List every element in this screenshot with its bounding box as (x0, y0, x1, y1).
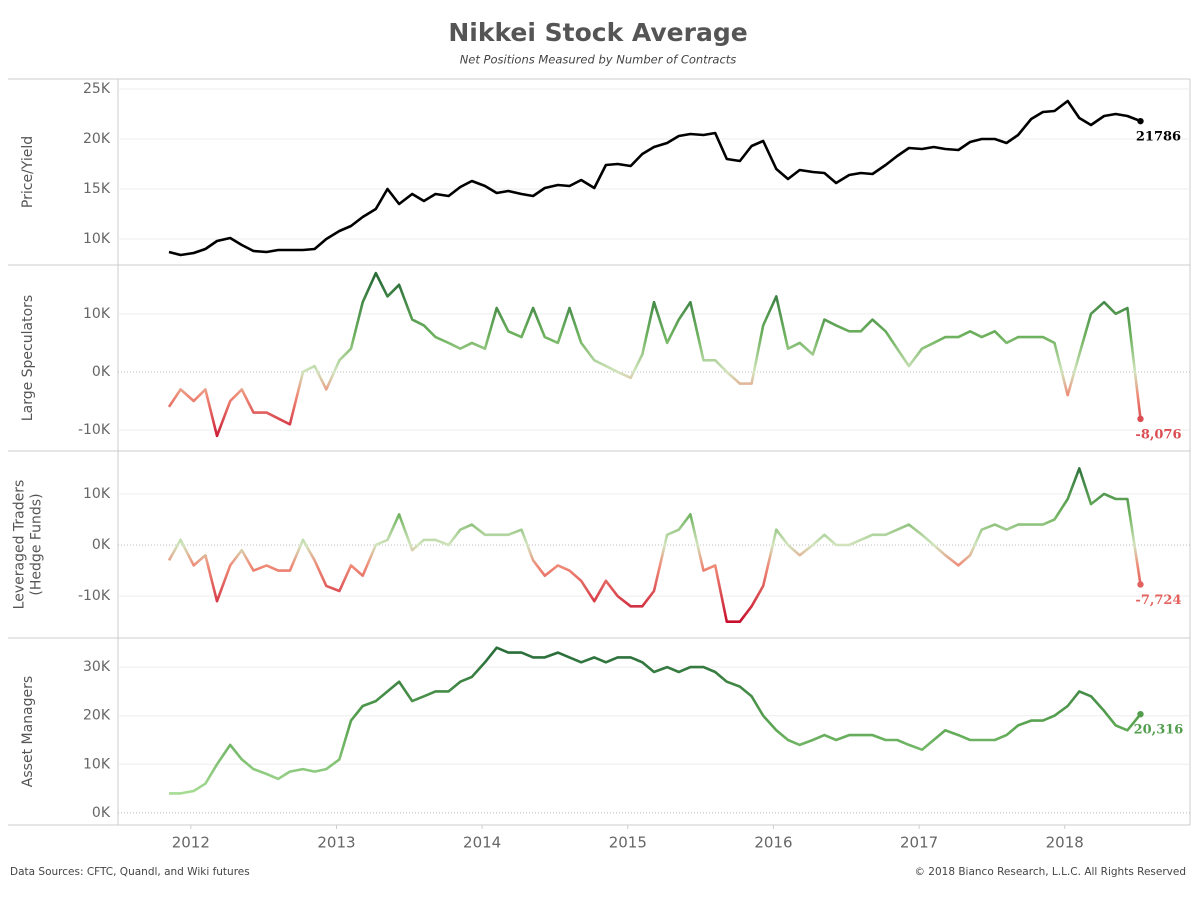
source-note: Data Sources: CFTC, Quandl, and Wiki fut… (10, 866, 250, 878)
x-tick-label: 2018 (1046, 834, 1084, 852)
end-label: -8,076 (1135, 427, 1181, 442)
data-line (167, 271, 1142, 438)
chart-title: Nikkei Stock Average (448, 18, 747, 47)
y-axis-title: Large Speculators (20, 295, 36, 421)
x-tick-label: 2016 (754, 834, 792, 852)
end-label: -7,724 (1135, 593, 1181, 608)
y-tick-label: 0K (92, 364, 111, 380)
y-tick-label: 20K (83, 708, 111, 724)
y-tick-label: 10K (83, 756, 111, 772)
y-tick-label: 10K (83, 231, 111, 247)
end-point (1137, 581, 1144, 588)
y-tick-label: -10K (78, 588, 111, 604)
y-axis-title: (Hedge Funds) (29, 493, 45, 595)
y-tick-label: 25K (83, 81, 111, 97)
y-tick-label: 30K (83, 659, 111, 675)
x-tick-label: 2014 (463, 834, 501, 852)
end-label: 21786 (1136, 130, 1181, 145)
end-label: 20,316 (1134, 723, 1184, 738)
y-tick-label: 0K (92, 537, 111, 553)
copyright-note: © 2018 Bianco Research, L.L.C. All Right… (914, 866, 1186, 878)
x-tick-label: 2015 (609, 834, 647, 852)
y-tick-label: 20K (83, 131, 111, 147)
x-tick-label: 2012 (172, 834, 210, 852)
y-tick-label: 10K (83, 486, 111, 502)
y-tick-label: 10K (83, 306, 111, 322)
end-point (1137, 710, 1144, 718)
data-line (167, 467, 1142, 623)
x-tick-label: 2017 (900, 834, 938, 852)
end-point (1137, 117, 1144, 125)
y-tick-label: -10K (78, 422, 111, 438)
data-line (168, 99, 1141, 257)
y-axis-title: Asset Managers (20, 676, 36, 787)
chart-subtitle: Net Positions Measured by Number of Cont… (460, 53, 737, 67)
y-tick-label: 0K (92, 805, 111, 821)
data-line (169, 646, 1142, 795)
x-tick-label: 2013 (317, 834, 355, 852)
y-axis-title: Price/Yield (20, 136, 36, 208)
y-tick-label: 15K (83, 181, 111, 197)
y-axis-title: Leveraged Traders (12, 480, 28, 610)
end-point (1137, 415, 1144, 423)
